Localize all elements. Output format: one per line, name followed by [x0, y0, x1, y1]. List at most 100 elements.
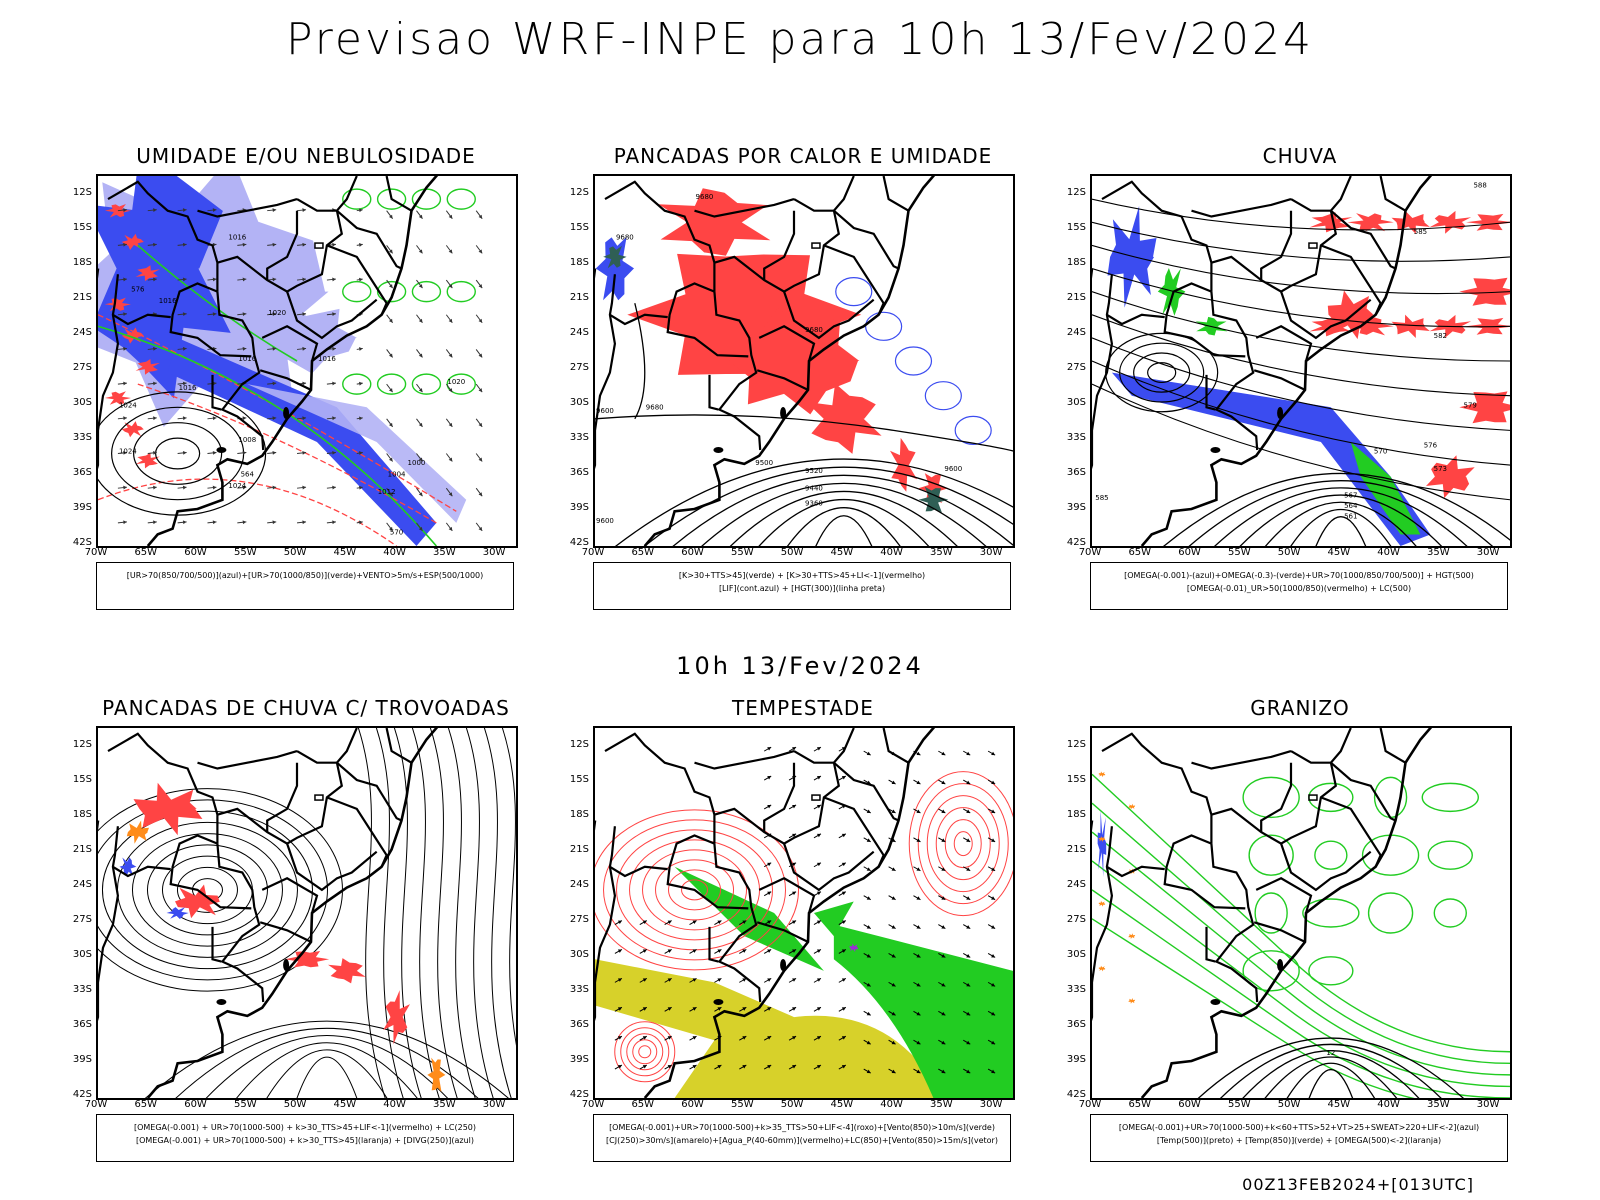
temp850-contour	[1427, 840, 1473, 870]
contour-label: 1024	[228, 482, 246, 490]
wind-vector-head	[767, 804, 772, 809]
wind-vector-head	[767, 891, 772, 896]
map-area: 9680 9680 9600 9680 9680 9520 9440 9360 9600 9500…	[593, 174, 1015, 548]
wind-vector-head	[916, 982, 921, 987]
wind-vector-head	[717, 1007, 722, 1011]
lon-label: 45W	[333, 547, 357, 558]
wind-vector-head	[767, 1036, 772, 1040]
streamline	[465, 728, 494, 1098]
wind-vector-head	[272, 416, 277, 421]
wind-vector-head	[388, 457, 393, 462]
wind-vector-head	[418, 492, 423, 497]
convection-area	[658, 188, 771, 256]
border-line	[169, 834, 252, 910]
lat-label: 36S	[72, 1019, 92, 1030]
wind-vector-head	[966, 838, 971, 842]
wind-vector-head	[891, 925, 896, 929]
lagoon-mirim	[216, 447, 227, 454]
border-line	[1255, 325, 1313, 362]
lif-contour	[924, 381, 962, 411]
contour-label: 1000	[408, 459, 426, 467]
streamline	[483, 728, 512, 1098]
contour-label: 9600	[596, 407, 614, 415]
temp850-contour	[1242, 950, 1300, 992]
panel-title: TEMPESTADE	[732, 696, 874, 720]
wind-vector-head	[182, 485, 187, 490]
border-line	[259, 921, 312, 943]
streamline	[101, 810, 313, 970]
lon-label: 50W	[1277, 547, 1301, 558]
df-box	[811, 242, 821, 249]
temp850-contour	[1092, 802, 1510, 1065]
lif-contour	[865, 311, 903, 341]
border-line	[1163, 834, 1246, 910]
wind-vector-head	[242, 520, 247, 525]
map-svg	[595, 728, 1013, 1098]
lon-label: 30W	[979, 1099, 1003, 1110]
temp850-contour	[1367, 892, 1414, 934]
lc850-contour	[944, 819, 982, 869]
storm-red-area	[133, 782, 203, 836]
border-line	[1205, 374, 1216, 411]
wind-vector-head	[841, 1007, 846, 1011]
wind-vector-head	[916, 751, 921, 756]
wind-vector-head	[418, 422, 423, 427]
lc850-contour	[908, 771, 1013, 917]
rain-red-area	[1391, 210, 1430, 234]
coastline	[1140, 728, 1433, 1098]
geopotential-line	[701, 482, 987, 546]
contour-label: 582	[1434, 332, 1447, 340]
wind-vector-head	[667, 978, 672, 982]
border-line	[211, 926, 222, 963]
border-line	[336, 209, 402, 270]
hgt500-line	[1092, 383, 1510, 501]
wind-vector-head	[418, 284, 423, 289]
streamline	[357, 728, 386, 1098]
border-line	[823, 244, 885, 316]
wind-vector-head	[866, 838, 871, 842]
border-line	[1191, 750, 1292, 770]
border-line	[609, 865, 668, 878]
wind-vector-head	[123, 242, 127, 247]
wind-vector-head	[941, 809, 946, 813]
wind-vector-head	[742, 949, 747, 953]
wind-vector-head	[272, 312, 277, 317]
wind-vector-head	[302, 277, 307, 282]
lon-label: 65W	[631, 547, 655, 558]
border-line	[1210, 843, 1259, 1003]
lon-label: 50W	[1277, 1099, 1301, 1110]
wind-vector-head	[642, 949, 647, 953]
omega-orange-spot	[1128, 803, 1136, 810]
green-humidity-contour	[376, 280, 407, 303]
legend-box: [K>30+TTS>45](verde) + [K>30+TTS>45+LI<-…	[593, 562, 1011, 610]
temp850-contour	[1421, 782, 1479, 813]
streamline	[144, 1020, 509, 1098]
streamline	[205, 1035, 449, 1098]
border-line	[286, 291, 378, 340]
wind-vector-head	[332, 485, 336, 490]
border-line	[197, 750, 298, 770]
wind-vector-head	[123, 312, 127, 317]
lon-label: 35W	[930, 1099, 953, 1110]
lat-label: 33S	[569, 432, 589, 443]
hgt500-line	[1119, 342, 1205, 403]
lon-label: 70W	[1078, 547, 1102, 558]
wind-vector-head	[816, 1007, 821, 1011]
wind-vector-head	[478, 353, 483, 358]
lon-label: 70W	[1078, 1099, 1102, 1110]
border-line	[1253, 369, 1306, 391]
hgt500-line	[1147, 362, 1177, 383]
streamline	[131, 833, 283, 947]
border-line	[1330, 728, 1352, 764]
frontal-band-light	[247, 384, 467, 523]
precipitable-water-contour	[603, 819, 787, 961]
wind-vector-head	[866, 896, 871, 900]
geopotential-line	[643, 466, 1013, 546]
contour-label: 1024	[119, 401, 137, 409]
omega-orange-spot	[1098, 836, 1106, 842]
wind-vector-head	[448, 492, 453, 497]
wind-vector-head	[617, 920, 622, 924]
wind-vector-head	[792, 1007, 797, 1011]
lon-label: 40W	[1377, 547, 1400, 558]
lat-label: 21S	[1066, 292, 1086, 303]
